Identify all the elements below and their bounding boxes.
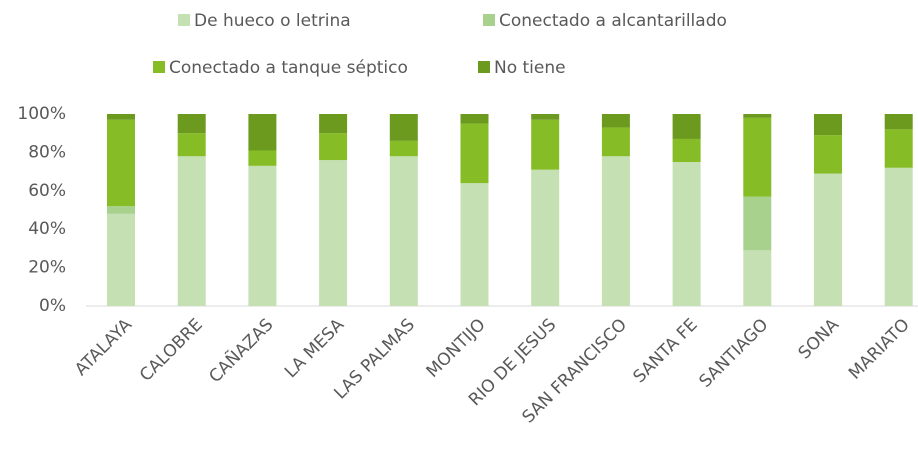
bar-segment — [319, 160, 348, 306]
bar-segment — [601, 127, 630, 157]
x-tick-label: CAÑAZAS — [204, 314, 277, 387]
y-tick-label: 60% — [28, 181, 66, 201]
y-tick-label: 40% — [28, 219, 66, 239]
bar-segment — [814, 114, 842, 136]
bar-segment — [177, 133, 206, 157]
legend-swatch — [153, 61, 165, 73]
bar-segment — [531, 119, 560, 170]
bar-segment — [177, 114, 206, 134]
bar-segment — [672, 162, 701, 306]
x-tick-label: ATALAYA — [71, 315, 136, 380]
legend-label: Conectado a tanque séptico — [169, 58, 408, 78]
bar-segment — [743, 117, 772, 197]
y-tick-label: 100% — [17, 104, 66, 124]
y-tick-label: 80% — [28, 142, 66, 162]
x-tick-label: MONTIJO — [423, 315, 490, 382]
bar-segment — [601, 156, 630, 306]
legend-swatch — [478, 61, 490, 73]
bar-segment — [460, 114, 489, 124]
bar-segment — [743, 196, 772, 251]
y-tick-label: 20% — [28, 258, 66, 278]
bar-segment — [672, 138, 701, 162]
legend-label: De hueco o letrina — [194, 11, 351, 31]
bar-segment — [460, 183, 489, 306]
x-tick-label: CALOBRE — [136, 315, 207, 386]
bar-segment — [389, 156, 418, 306]
x-tick-label: MARIATO — [845, 315, 914, 384]
bar-segment — [248, 150, 277, 166]
bar-segment — [248, 114, 277, 151]
bar-segment — [743, 114, 772, 118]
bar-segment — [107, 119, 135, 207]
bar-segment — [389, 114, 418, 141]
bar-segment — [531, 169, 560, 306]
y-tick-label: 0% — [39, 296, 66, 316]
bar-segment — [319, 133, 348, 161]
bar-segment — [107, 114, 135, 120]
bar-segment — [319, 114, 348, 134]
x-tick-label: SANTA FE — [629, 315, 701, 387]
x-tick-label: SANTIAGO — [695, 315, 772, 392]
bar-segment — [107, 213, 135, 306]
bar-segment — [884, 114, 913, 130]
legend-swatch — [178, 14, 190, 26]
bar-segment — [177, 156, 206, 306]
legend-label: No tiene — [494, 58, 566, 78]
bar-segment — [884, 167, 913, 306]
legend-swatch — [483, 14, 495, 26]
bar-segment — [814, 173, 842, 306]
bar-segment — [672, 114, 701, 139]
bar-segment — [814, 135, 842, 174]
bar-segment — [743, 250, 772, 306]
bar-segment — [107, 206, 135, 214]
bar-segment — [601, 114, 630, 128]
bar-segment — [460, 123, 489, 184]
bar-segment — [248, 165, 277, 306]
bar-segment — [389, 140, 418, 157]
bar-segment — [531, 114, 560, 120]
x-tick-label: LA MESA — [281, 315, 348, 382]
x-tick-label: SONA — [795, 315, 844, 364]
legend-label: Conectado a alcantarillado — [499, 11, 727, 31]
bar-segment — [884, 129, 913, 168]
